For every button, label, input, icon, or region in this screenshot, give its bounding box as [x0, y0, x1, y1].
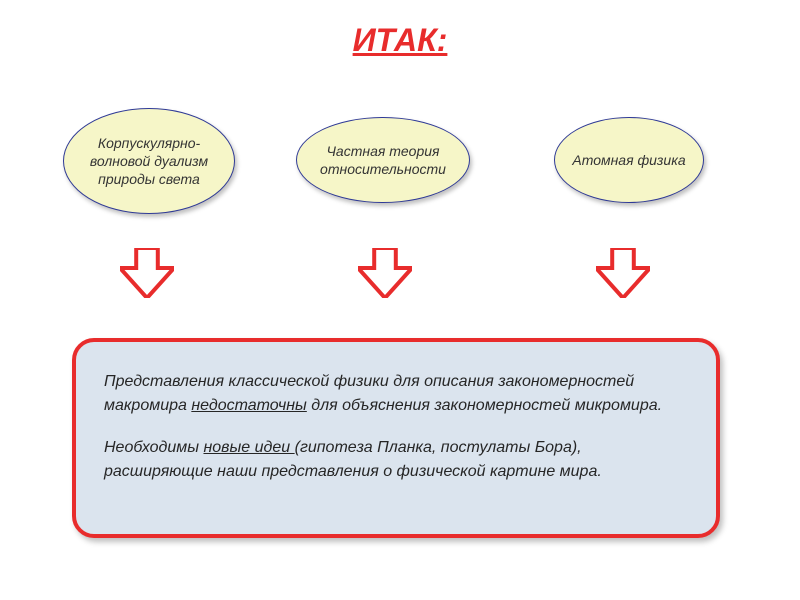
diagram-title: ИТАК: — [0, 22, 800, 59]
conclusion-p2-pre: Необходимы — [104, 439, 203, 456]
concept-ellipse-label: Атомная физика — [572, 151, 685, 169]
concept-ellipse-3: Атомная физика — [554, 117, 704, 203]
down-arrow-2 — [358, 248, 412, 298]
down-arrow-3 — [596, 248, 650, 298]
down-arrow-1 — [120, 248, 174, 298]
conclusion-paragraph-1: Представления классической физики для оп… — [104, 370, 688, 418]
conclusion-p1-underline: недостаточны — [191, 397, 307, 414]
conclusion-box: Представления классической физики для оп… — [72, 338, 720, 538]
down-arrow-icon — [358, 248, 412, 298]
diagram-canvas: ИТАК: Корпускулярно-волновой дуализм при… — [0, 0, 800, 600]
conclusion-paragraph-2: Необходимы новые идеи (гипотеза Планка, … — [104, 436, 688, 484]
concept-ellipse-1: Корпускулярно-волновой дуализм природы с… — [63, 108, 235, 214]
down-arrow-icon — [596, 248, 650, 298]
conclusion-p1-post: для объяснения закономерностей микромира… — [307, 397, 662, 414]
concept-ellipse-2: Частная теория относительности — [296, 117, 470, 203]
conclusion-p2-underline: новые идеи — [203, 439, 294, 456]
concept-ellipse-label: Корпускулярно-волновой дуализм природы с… — [72, 134, 226, 189]
down-arrow-icon — [120, 248, 174, 298]
concept-ellipse-label: Частная теория относительности — [305, 142, 461, 178]
